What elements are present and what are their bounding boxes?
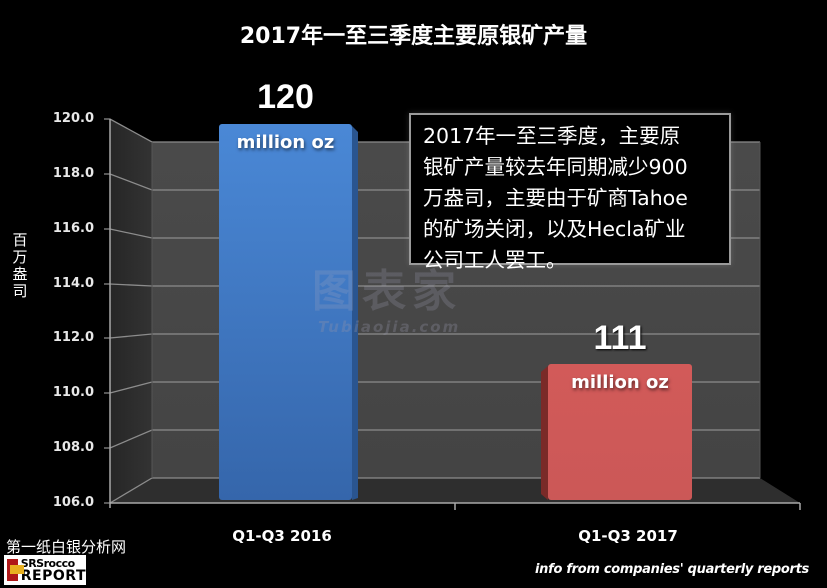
bar-2016 (219, 124, 358, 500)
bar-value-label: 111 (593, 319, 647, 357)
x-axis-label: Q1-Q3 2017 (578, 527, 678, 545)
bar-unit-label: million oz (571, 372, 669, 393)
bar-unit-label: million oz (236, 132, 335, 153)
bar-value-label: 120 (257, 78, 314, 116)
watermark-cn: 图表家 (312, 266, 462, 317)
y-tick-label: 118.0 (52, 166, 94, 181)
y-tick-label: 108.0 (52, 440, 94, 455)
y-tick-label: 110.0 (52, 385, 94, 400)
site-name: 第一纸白银分析网 (6, 538, 127, 556)
side-wall (110, 119, 152, 503)
annotation-line: 的矿场关闭，以及Hecla矿业 (423, 217, 686, 241)
annotation-line: 万盎司，主要由于矿商Tahoe (423, 186, 688, 210)
y-tick-label: 112.0 (52, 330, 94, 345)
srsrocco-logo: SRSrocco REPORT (4, 555, 86, 585)
y-tick-label: 106.0 (52, 495, 94, 510)
y-axis-title: 百万盎司 (12, 231, 28, 300)
annotation-line: 银矿产量较去年同期减少900 (423, 155, 688, 179)
flag-icon (7, 559, 24, 581)
annotation-line: 2017年一至三季度，主要原 (423, 124, 681, 148)
annotation-box: 2017年一至三季度，主要原 银矿产量较去年同期减少900 万盎司，主要由于矿商… (409, 113, 731, 272)
source-note: info from companies' quarterly reports (535, 562, 809, 577)
annotation-line: 公司工人罢工。 (423, 248, 567, 272)
x-axis-label: Q1-Q3 2016 (232, 527, 332, 545)
logo-bottom-text: REPORT (20, 568, 86, 584)
y-tick-label: 116.0 (52, 221, 94, 236)
y-tick-label: 114.0 (52, 276, 94, 291)
bar-2017 (541, 364, 692, 500)
watermark-en: Tubiaojia.com (318, 318, 461, 336)
y-tick-label: 120.0 (52, 111, 94, 126)
chart-title: 2017年一至三季度主要原银矿产量 (239, 24, 588, 49)
floor (110, 478, 800, 503)
logo-top-text: SRSrocco (20, 557, 75, 570)
